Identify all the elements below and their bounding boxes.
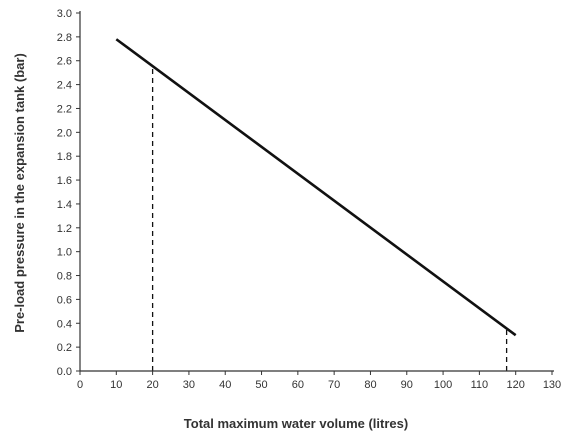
x-tick-label: 130 [543, 379, 561, 391]
y-tick-label: 0.4 [57, 318, 72, 330]
y-tick-label: 2.8 [57, 32, 72, 44]
y-axis-title: Pre-load pressure in the expansion tank … [12, 53, 27, 333]
x-tick-label: 90 [401, 379, 413, 391]
y-tick-label: 0.2 [57, 342, 72, 354]
y-ticks: 0.0 0.2 0.4 0.6 0.8 1.0 1.2 1.4 1.6 1.8 2.0 2.2 2.4 2… [57, 8, 80, 378]
series-line [115, 38, 517, 337]
y-tick-label: 1.4 [57, 199, 72, 211]
x-tick-label: 70 [328, 379, 340, 391]
x-tick-label: 50 [255, 379, 267, 391]
reference-lines [151, 66, 508, 371]
y-tick-label: 2.0 [57, 127, 72, 139]
y-tick-label: 3.0 [57, 8, 72, 20]
y-tick-label: 1.8 [57, 151, 72, 163]
y-tick-label: 2.4 [57, 80, 72, 92]
x-ticks: 0 10 20 30 40 50 60 70 80 90 100 110 120 130 [77, 371, 561, 391]
y-tick-label: 0.8 [57, 271, 72, 283]
x-tick-label: 10 [110, 379, 122, 391]
y-tick-label: 1.0 [57, 247, 72, 259]
x-tick-label: 120 [507, 379, 525, 391]
x-tick-label: 30 [183, 379, 195, 391]
x-tick-label: 0 [77, 379, 83, 391]
x-tick-label: 60 [292, 379, 304, 391]
y-tick-label: 2.6 [57, 56, 72, 68]
axes [79, 11, 554, 372]
y-tick-label: 2.2 [57, 103, 72, 115]
x-tick-label: 100 [434, 379, 452, 391]
y-tick-label: 0.6 [57, 294, 72, 306]
x-tick-label: 20 [146, 379, 158, 391]
y-tick-label: 1.6 [57, 175, 72, 187]
x-tick-label: 110 [471, 379, 489, 391]
y-tick-label: 0.0 [57, 366, 72, 378]
x-tick-label: 80 [364, 379, 376, 391]
x-tick-label: 40 [219, 379, 231, 391]
series-lines [115, 38, 517, 337]
y-tick-label: 1.2 [57, 223, 72, 235]
x-axis-title: Total maximum water volume (litres) [184, 416, 408, 431]
